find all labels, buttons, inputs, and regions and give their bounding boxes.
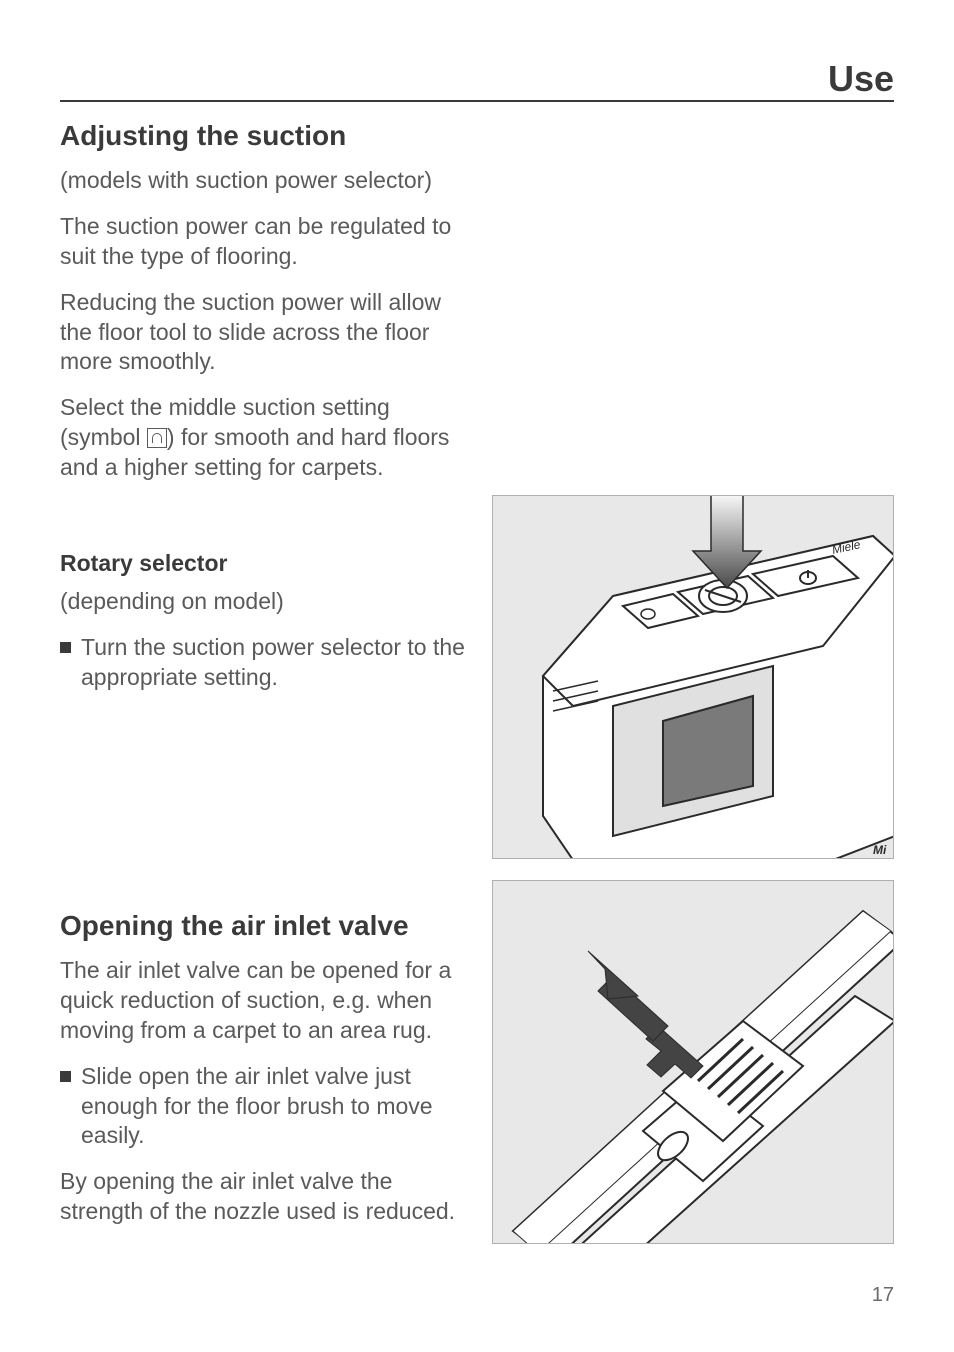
para-select-setting: Select the middle suction setting (symbo… (60, 393, 470, 483)
svg-text:Mi: Mi (873, 843, 887, 857)
header-rule (60, 100, 894, 102)
section-air-inlet: Opening the air inlet valve The air inle… (60, 910, 470, 1243)
tube-air-inlet-illustration (493, 881, 894, 1244)
subtitle-models: (models with suction power selector) (60, 166, 470, 196)
section-rotary-selector: Rotary selector (depending on model) Tur… (60, 550, 470, 709)
section-adjusting-suction: Adjusting the suction (models with sucti… (60, 120, 470, 483)
para-reducing: Reducing the suction power will allow th… (60, 288, 470, 378)
bullet-square-icon (60, 1071, 71, 1082)
bullet-square-icon (60, 642, 71, 653)
heading-adjusting-suction: Adjusting the suction (60, 120, 470, 152)
bullet-turn-text: Turn the suction power selector to the a… (81, 633, 470, 693)
page-header-title: Use (828, 58, 894, 100)
figure-air-inlet-valve (492, 880, 894, 1244)
bullet-turn-selector: Turn the suction power selector to the a… (60, 633, 470, 693)
bullet-slide-text: Slide open the air inlet valve just enou… (81, 1062, 470, 1152)
suction-symbol-icon (147, 428, 167, 448)
para-air-opened: The air inlet valve can be opened for a … (60, 956, 470, 1046)
bullet-slide-open: Slide open the air inlet valve just enou… (60, 1062, 470, 1152)
para-regulated: The suction power can be regulated to su… (60, 212, 470, 272)
subtitle-depending: (depending on model) (60, 587, 470, 617)
vacuum-rotary-illustration: Miele Mi (493, 496, 894, 859)
heading-rotary: Rotary selector (60, 550, 470, 577)
page: Use Adjusting the suction (models with s… (0, 0, 954, 1352)
content-area: Adjusting the suction (models with sucti… (60, 120, 894, 499)
page-number: 17 (872, 1284, 894, 1307)
figure-rotary-selector: Miele Mi (492, 495, 894, 859)
heading-air-inlet: Opening the air inlet valve (60, 910, 470, 942)
para-nozzle-reduced: By opening the air inlet valve the stren… (60, 1167, 470, 1227)
